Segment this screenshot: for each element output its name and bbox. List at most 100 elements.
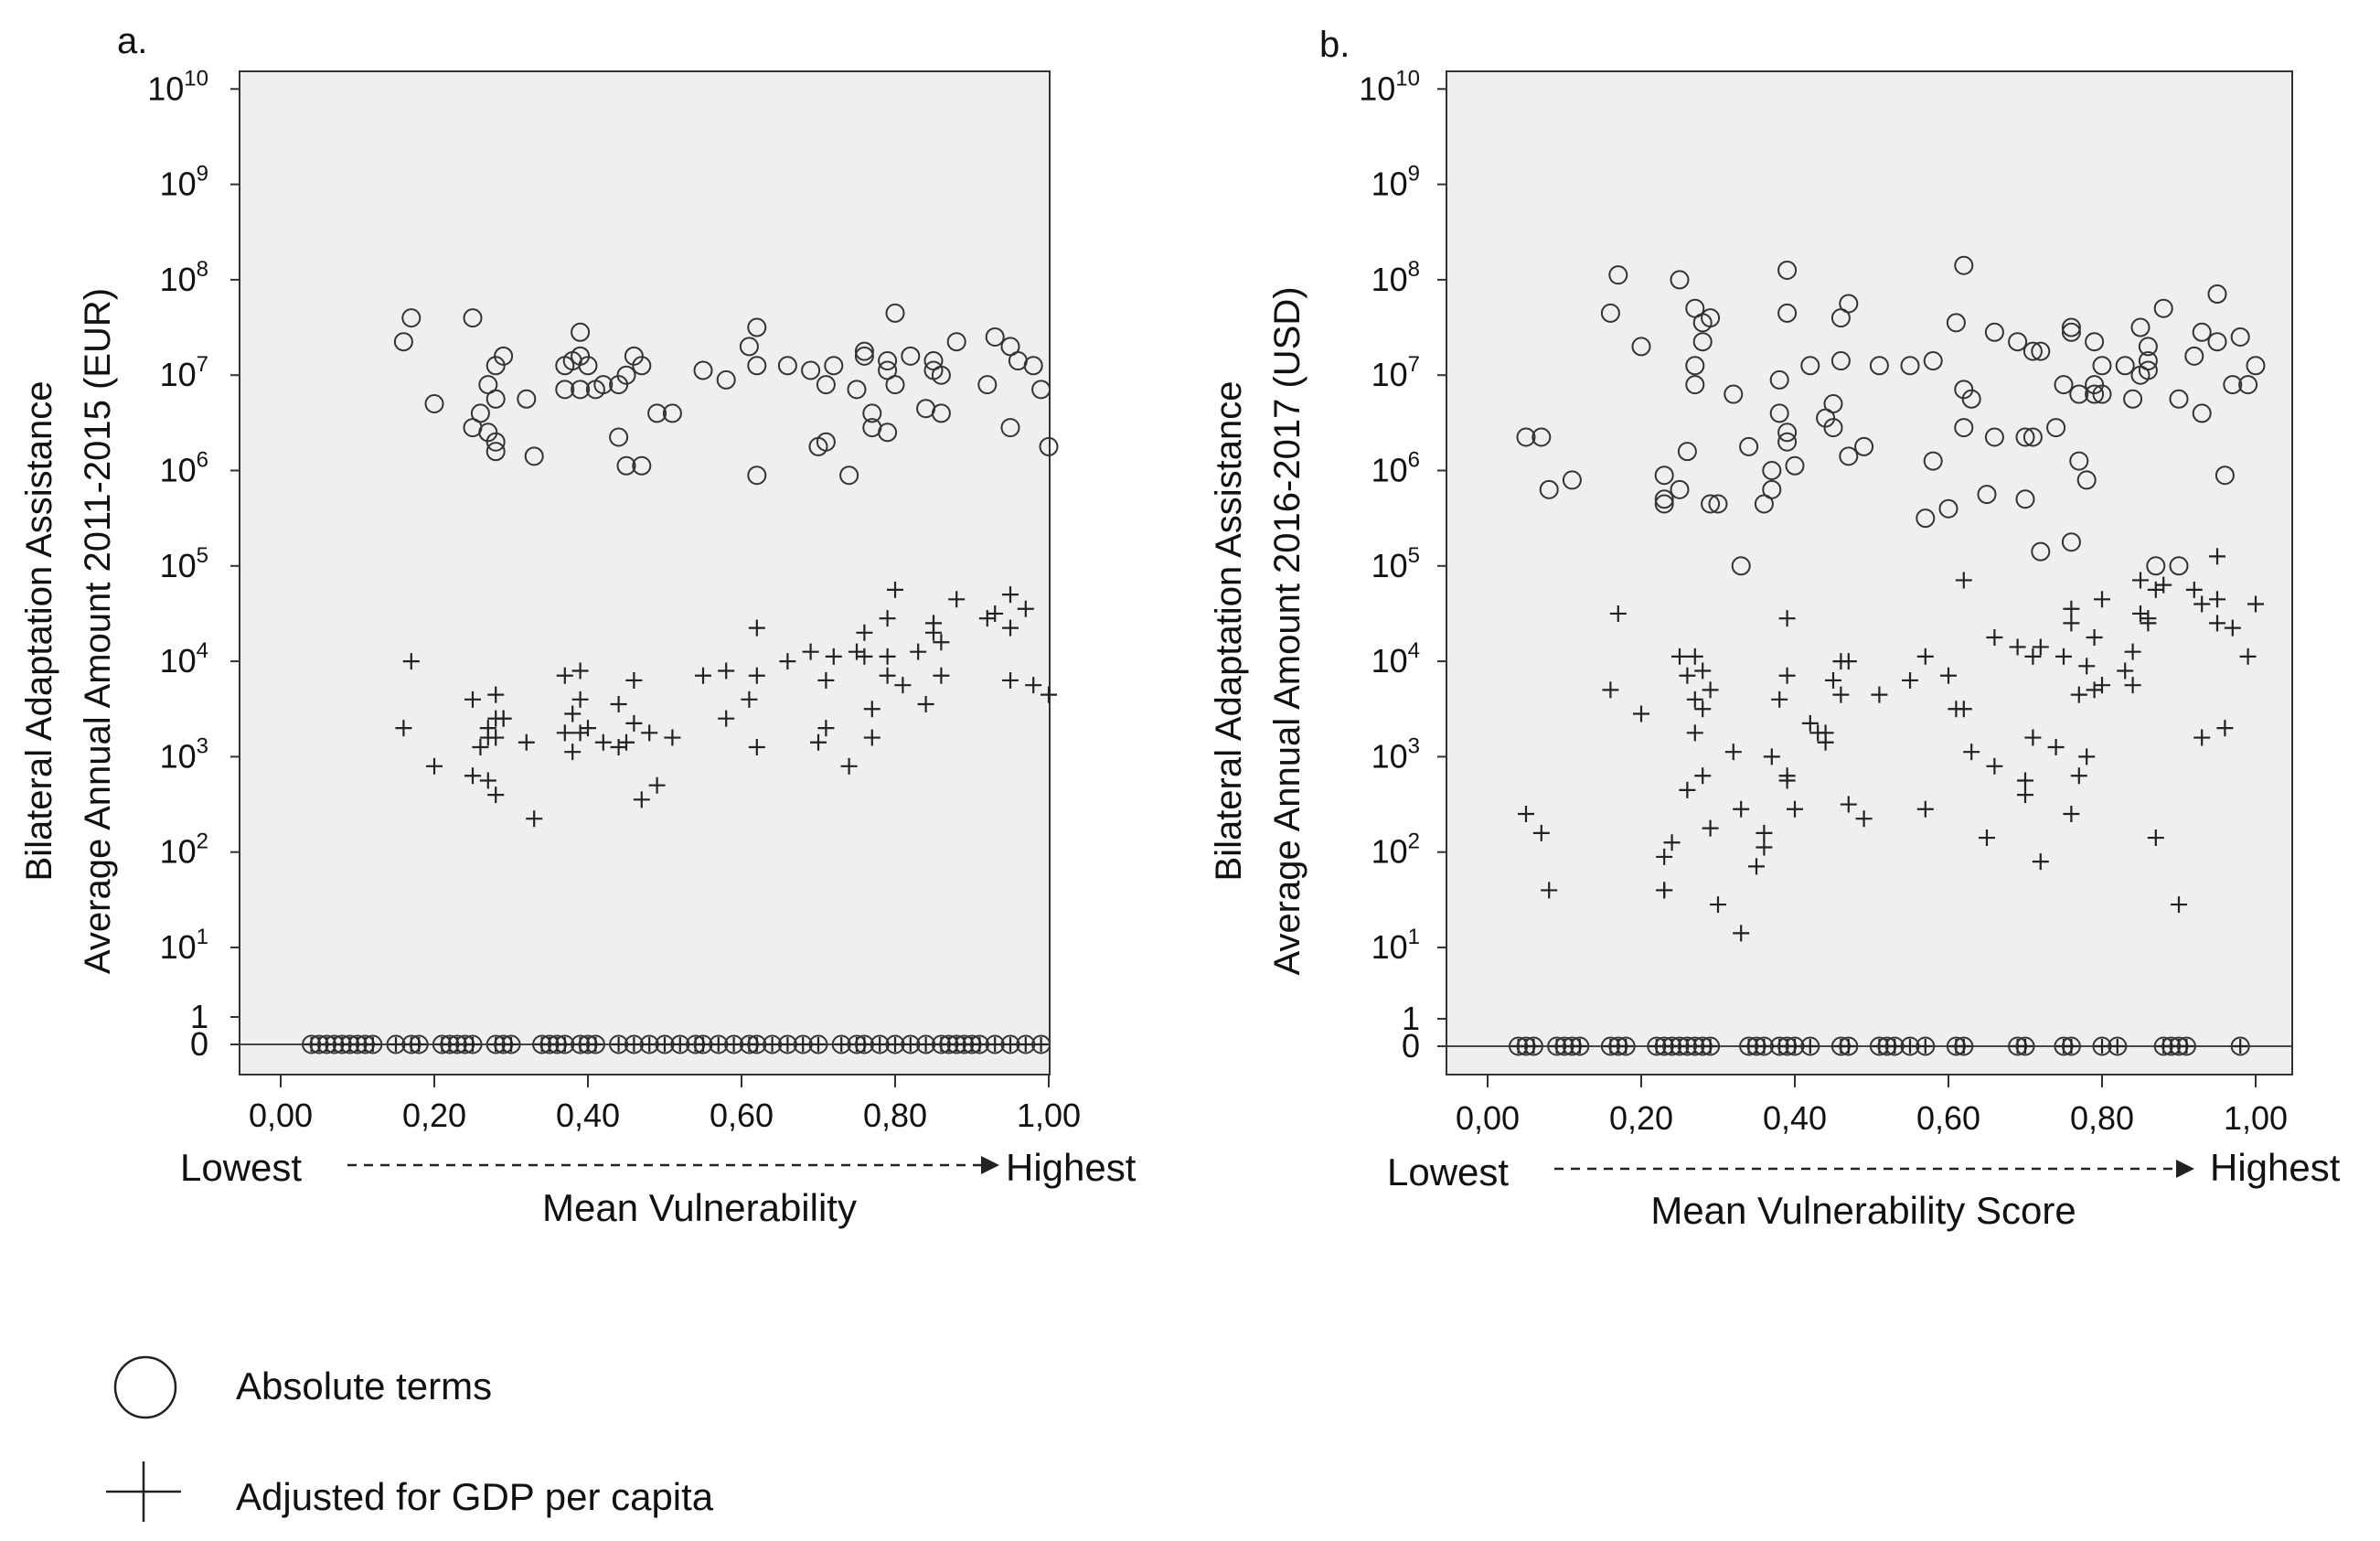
panel-b-point-absolute (2031, 341, 2051, 361)
panel-b-y-tick-exponent: 10 (1395, 66, 1420, 91)
panel-a-points (302, 303, 1059, 1054)
panel-a-point-gdp-adjusted (472, 738, 489, 755)
legend-gdp-label: Adjusted for GDP per capita (236, 1475, 714, 1518)
panel-b-point-absolute (2230, 326, 2250, 347)
panel-a-point-absolute (693, 360, 713, 380)
panel-a-point-absolute (985, 326, 1005, 347)
panel-a-point-absolute (847, 380, 867, 400)
panel-b-point-gdp-adjusted (1955, 701, 1972, 718)
panel-b-point-gdp-adjusted (1679, 781, 1696, 798)
panel-b-point-absolute (2138, 360, 2158, 380)
panel-b-point-absolute (2069, 384, 2089, 404)
panel-a-point-zero-cross (504, 1037, 518, 1052)
panel-b-point-zero-cross (1887, 1039, 1903, 1054)
panel-a-point-absolute (517, 389, 537, 409)
panel-a-point-absolute (777, 356, 797, 376)
panel-b-point-zero (1800, 1036, 1820, 1056)
panel-b-point-absolute (1777, 432, 1798, 452)
panel-a-point-zero-cross (696, 1037, 710, 1052)
panel-b-point-gdp-adjusted (1986, 757, 2003, 775)
panel-b-point-absolute (1762, 461, 1782, 480)
panel-b-point-absolute (1701, 308, 1721, 328)
panel-b-point-absolute (1900, 356, 1920, 376)
panel-b-point-absolute (1670, 479, 1690, 499)
panel-b-point-absolute (2085, 384, 2105, 404)
panel-a-point-gdp-adjusted (802, 643, 819, 660)
panel-b-y-tick-exponent: 5 (1408, 543, 1420, 568)
panel-b-point-absolute (1823, 418, 1843, 438)
panel-b-point-absolute (2184, 346, 2204, 366)
panel-b-point-absolute (1777, 260, 1798, 280)
panel-b-point-gdp-adjusted (1979, 829, 1995, 847)
panel-b-point-absolute (2223, 375, 2243, 395)
panel-b-point-absolute (2015, 427, 2035, 447)
panel-b-point-gdp-adjusted (2086, 629, 2103, 647)
panel-a-y-tick-exponent: 2 (197, 829, 208, 854)
panel-b-point-absolute (1685, 375, 1705, 395)
panel-b-point-gdp-adjusted (2124, 677, 2141, 694)
panel-a-y-tick-exponent: 7 (197, 352, 208, 377)
panel-a-y-tick-label: 107 (160, 352, 208, 393)
panel-a-point-zero-cross (987, 1037, 1003, 1052)
panel-a-point-absolute (747, 466, 767, 486)
panel-a-point-absolute (1000, 418, 1020, 438)
panel-b-point-absolute (1631, 337, 1651, 357)
panel-a-point-absolute (393, 332, 413, 352)
panel-b-point-absolute (1654, 466, 1674, 486)
panel-b-y-tick-label: 103 (1371, 733, 1420, 775)
panel-b-label: b. (1319, 25, 1350, 65)
panel-b-point-gdp-adjusted (1702, 819, 1719, 837)
panel-b-point-zero (1570, 1036, 1590, 1056)
panel-b-point-absolute (1739, 436, 1759, 456)
panel-a-point-absolute (470, 403, 490, 423)
panel-b-point-gdp-adjusted (1694, 767, 1712, 785)
panel-b-point-zero-cross (1788, 1039, 1802, 1054)
panel-a-point-gdp-adjusted (748, 619, 765, 637)
panel-b-point-absolute (2022, 427, 2043, 447)
panel-b-point-gdp-adjusted (1855, 810, 1873, 828)
panel-a-point-absolute (854, 341, 874, 361)
panel-b-point-gdp-adjusted (1679, 667, 1696, 684)
legend-absolute-label: Absolute terms (236, 1364, 492, 1407)
panel-a-point-gdp-adjusted (718, 710, 735, 727)
panel-b-point-absolute (2031, 541, 2051, 562)
panel-a-point-gdp-adjusted (925, 624, 942, 641)
panel-b-point-absolute (1954, 255, 1974, 275)
panel-a-point-absolute (494, 346, 514, 366)
panel-a-point-gdp-adjusted (1041, 686, 1057, 703)
panel-b-point-absolute (2085, 332, 2105, 352)
panel-b-point-gdp-adjusted (2047, 738, 2065, 755)
panel-b-point-absolute (2192, 403, 2212, 423)
panel-a-point-absolute (486, 432, 506, 452)
panel-b-point-absolute (2138, 337, 2158, 357)
panel-a-point-absolute (578, 356, 598, 376)
panel-b-y-tick-exponent: 3 (1408, 733, 1420, 758)
panel-b-point-absolute (2092, 384, 2112, 404)
panel-a-y-tick-exponent: 8 (197, 257, 208, 282)
panel-a-point-zero-cross (764, 1037, 780, 1052)
panel-b-x-tick-label: 1,00 (2224, 1099, 2288, 1137)
panel-a-point-gdp-adjusted (987, 605, 1004, 622)
panel-b-y-tick-exponent: 9 (1408, 162, 1420, 187)
panel-b-point-zero (1616, 1036, 1636, 1056)
panel-a-y-tick-label: 109 (160, 162, 208, 203)
panel-a-point-zero-cross (857, 1037, 872, 1052)
panel-b-point-gdp-adjusted (2209, 615, 2225, 632)
panel-b-point-gdp-adjusted (2239, 647, 2257, 665)
panel-a-point-gdp-adjusted (879, 610, 896, 627)
panel-b-point-gdp-adjusted (1771, 690, 1788, 708)
panel-b-point-gdp-adjusted (2117, 662, 2134, 680)
panel-a-point-zero-cross (465, 1037, 480, 1052)
panel-a-y-tick-exponent: 3 (197, 733, 208, 758)
panel-b-point-absolute (2169, 389, 2189, 409)
panel-a-y-tick-exponent: 6 (197, 448, 208, 473)
panel-b-point-absolute (1708, 494, 1728, 514)
panel-b-point-absolute (1916, 508, 1936, 529)
panel-a-point-zero-cross (749, 1037, 764, 1052)
panel-a-point-gdp-adjusted (863, 701, 880, 718)
panel-b-y-tick-label: 1010 (1359, 66, 1420, 107)
panel-a-point-gdp-adjusted (825, 647, 842, 665)
panel-b-point-gdp-adjusted (1916, 800, 1934, 818)
panel-b-y-tick-exponent: 1 (1408, 925, 1420, 949)
